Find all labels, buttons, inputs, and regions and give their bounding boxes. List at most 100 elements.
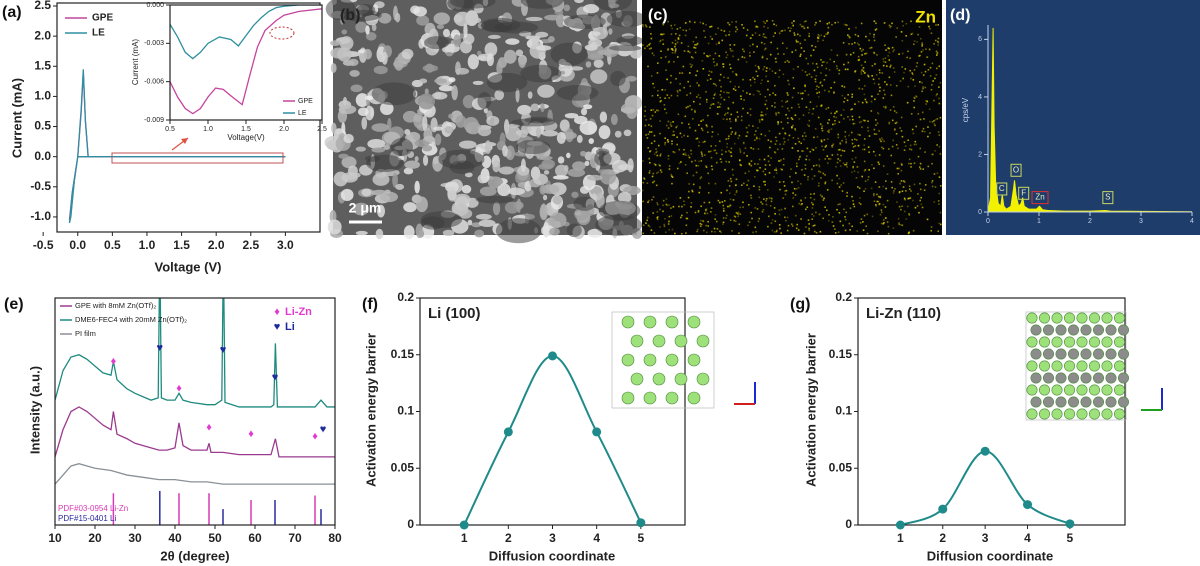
eds-dot [820, 72, 822, 74]
eds-dot [794, 143, 797, 145]
eds-dot [799, 34, 801, 37]
eds-dot [900, 180, 903, 182]
eds-dot [931, 185, 934, 188]
sem-grain [535, 31, 549, 38]
eds-dot [659, 100, 662, 103]
eds-dot [683, 86, 686, 89]
eds-dot [784, 193, 787, 196]
sem-grain [477, 126, 492, 137]
eds-dot [741, 48, 744, 51]
sem-grain [572, 161, 586, 171]
sem-grain [542, 222, 550, 238]
eds-dot [718, 42, 720, 44]
eds-dot [769, 204, 772, 207]
element-label: Zn [915, 7, 936, 26]
eds-dot [714, 214, 717, 216]
eds-dot [902, 24, 905, 27]
eds-dot [826, 162, 829, 164]
eds-dot [709, 54, 711, 57]
eds-dot [929, 132, 931, 134]
eds-dot [823, 197, 825, 200]
eds-dot [793, 32, 796, 34]
atom [1051, 384, 1063, 396]
eds-dot [860, 120, 862, 123]
eds-dot [919, 118, 922, 121]
eds-dot [735, 178, 738, 181]
eds-dot [852, 203, 855, 205]
eds-dot [746, 131, 749, 134]
eds-dot [933, 123, 936, 125]
sem-shadow [595, 148, 610, 156]
eds-dot [706, 231, 708, 234]
data-point [503, 427, 513, 437]
eds-dot [740, 95, 742, 97]
eds-dot [719, 103, 722, 105]
eds-dot [895, 132, 898, 135]
eds-dot [842, 41, 845, 44]
y-axis-label: Intensity (a.u.) [27, 366, 42, 454]
eds-dot [770, 41, 772, 44]
eds-dot [927, 68, 930, 71]
x-tick-label: 2.5 [317, 126, 327, 133]
sem-shadow [356, 4, 376, 17]
eds-dot [831, 144, 834, 147]
eds-dot [877, 93, 879, 96]
eds-dot [900, 162, 903, 165]
eds-dot [725, 51, 727, 54]
eds-dot [777, 53, 779, 55]
eds-dot [728, 92, 730, 94]
eds-dot [872, 150, 875, 153]
eds-dot [679, 89, 682, 92]
eds-dot [933, 42, 935, 45]
eds-dot [706, 55, 708, 57]
eds-dot [809, 101, 812, 103]
eds-dot [758, 34, 761, 36]
eds-dot [730, 133, 732, 135]
eds-dot [745, 126, 748, 129]
eds-dot [889, 66, 892, 68]
legend-symbol: ♥ [274, 321, 281, 333]
eds-dot [861, 88, 864, 90]
atom [1089, 360, 1101, 372]
eds-dot [853, 122, 856, 125]
eds-dot [768, 68, 771, 70]
series-line [170, 5, 322, 60]
eds-dot [808, 223, 810, 225]
eds-dot [711, 38, 713, 40]
eds-dot [758, 186, 761, 188]
eds-dot [900, 31, 903, 33]
eds-dot [732, 101, 735, 104]
eds-dot [846, 195, 848, 197]
eds-dot [934, 39, 937, 42]
eds-dot [851, 171, 853, 174]
eds-dot [761, 55, 764, 58]
eds-dot [646, 216, 649, 219]
eds-dot [778, 132, 781, 135]
eds-dot [783, 137, 785, 140]
eds-dot [764, 184, 766, 186]
sem-grain [608, 28, 613, 35]
eds-dot [676, 125, 678, 128]
eds-dot [723, 76, 725, 79]
atom [1043, 324, 1055, 336]
eds-dot [801, 135, 804, 137]
eds-dot [762, 170, 765, 173]
eds-dot [851, 93, 854, 96]
eds-dot [826, 155, 829, 157]
y-axis-label: Activation energy barrier [363, 333, 378, 487]
eds-dot [827, 130, 829, 133]
x-axis-label: Voltage (V) [155, 259, 222, 274]
sem-grain [337, 47, 352, 62]
eds-dot [825, 108, 828, 110]
eds-dot [735, 73, 737, 75]
eds-dot [662, 23, 665, 26]
atom [687, 353, 701, 367]
eds-dot [791, 118, 794, 121]
atom [1101, 336, 1113, 348]
eds-dot [909, 57, 911, 59]
eds-dot [845, 24, 847, 26]
sem-grain [584, 160, 590, 167]
y-tick-label: 0.1 [397, 404, 414, 418]
eds-dot [875, 133, 878, 136]
eds-dot [728, 30, 731, 33]
